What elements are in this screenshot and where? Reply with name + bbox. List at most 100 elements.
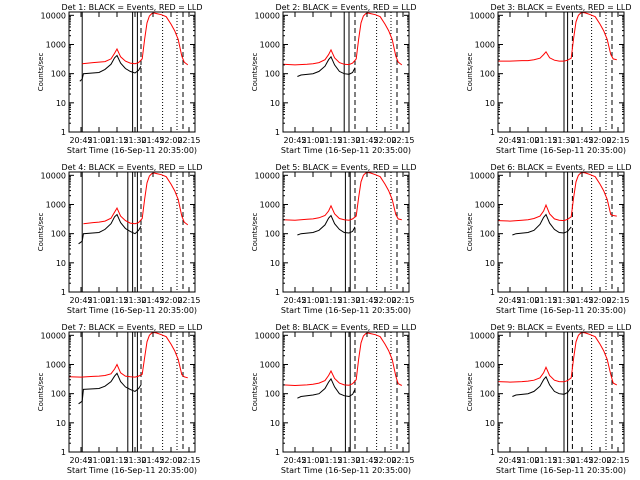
x-tick-label: 21:45 (355, 136, 378, 145)
events-series-line (297, 377, 356, 399)
y-tick-label: 100 (265, 70, 280, 79)
lld-series-line (282, 171, 402, 221)
y-tick-label: 100 (480, 390, 495, 399)
y-tick-label: 1000 (46, 40, 66, 49)
plot-frame (282, 331, 410, 453)
y-axis-label: Counts/sec (466, 53, 474, 92)
y-tick-label: 10000 (255, 171, 280, 180)
x-axis-label: Start Time (16-Sep-11 20:35:00) (496, 306, 626, 315)
y-tick-label: 100 (51, 230, 66, 239)
x-tick-label: 20:45 (69, 456, 92, 465)
panel-title: Det 7: BLACK = Events, RED = LLD (62, 323, 203, 332)
x-tick-label: 22:00 (588, 136, 611, 145)
events-series-line (297, 55, 356, 77)
y-tick-label: 10000 (470, 331, 495, 340)
lld-series-line (82, 12, 189, 66)
x-tick-label: 21:15 (105, 456, 128, 465)
x-tick-label: 21:15 (105, 136, 128, 145)
x-tick-label: 22:15 (177, 296, 200, 305)
x-tick-label: 21:30 (337, 456, 360, 465)
x-tick-label: 21:45 (355, 296, 378, 305)
x-tick-label: 20:45 (498, 296, 521, 305)
lld-series-line (282, 332, 403, 387)
x-tick-label: 20:45 (283, 136, 306, 145)
y-axis-label: Counts/sec (466, 373, 474, 412)
x-tick-label: 21:30 (337, 136, 360, 145)
panel-title: Det 6: BLACK = Events, RED = LLD (491, 163, 632, 172)
lld-series-line (68, 331, 188, 379)
y-axis-label: Counts/sec (37, 53, 45, 92)
y-tick-label: 100 (51, 70, 66, 79)
y-tick-label: 1000 (260, 360, 280, 369)
plot-frame (68, 11, 196, 133)
x-tick-label: 20:45 (498, 136, 521, 145)
y-tick-label: 1000 (475, 40, 495, 49)
x-tick-label: 21:45 (355, 456, 378, 465)
events-series-line (297, 214, 356, 236)
x-tick-label: 22:15 (606, 456, 629, 465)
y-tick-label: 10 (485, 419, 495, 428)
y-tick-label: 1000 (475, 200, 495, 209)
detector-panel-2: 1 10 100 1000 10000 20:4521:0021:1521:3021:45… (251, 3, 416, 155)
y-axis-label: Counts/sec (37, 373, 45, 412)
x-axis-label: Start Time (16-Sep-11 20:35:00) (281, 146, 411, 155)
detector-panel-1: 1 10 100 1000 10000 20:4521:0021:1521:3021:45… (37, 3, 202, 155)
y-tick-label: 10 (485, 259, 495, 268)
y-tick-label: 10000 (255, 11, 280, 20)
x-tick-label: 21:15 (319, 296, 342, 305)
y-axis-label: Counts/sec (251, 373, 259, 412)
detector-panel-4: 1 10 100 1000 10000 20:4521:0021:1521:3021:45… (37, 163, 202, 315)
y-tick-label: 1 (275, 448, 280, 457)
y-tick-label: 1 (275, 288, 280, 297)
x-tick-label: 22:00 (373, 136, 396, 145)
y-tick-label: 10000 (41, 331, 66, 340)
panel-title: Det 5: BLACK = Events, RED = LLD (276, 163, 417, 172)
events-series-line (512, 375, 572, 397)
plot-frame (497, 331, 625, 453)
x-axis-label: Start Time (16-Sep-11 20:35:00) (67, 146, 197, 155)
plot-frame (282, 11, 410, 133)
lld-series-line (498, 11, 617, 62)
panel-title: Det 9: BLACK = Events, RED = LLD (491, 323, 632, 332)
y-axis-label: Counts/sec (466, 213, 474, 252)
y-axis-label: Counts/sec (251, 53, 259, 92)
events-series-line (78, 372, 142, 405)
detector-panel-5: 1 10 100 1000 10000 20:4521:0021:1521:3021:45… (251, 163, 416, 315)
x-tick-label: 21:45 (141, 136, 164, 145)
y-axis-label: Counts/sec (37, 213, 45, 252)
panel-title: Det 1: BLACK = Events, RED = LLD (62, 3, 203, 12)
x-axis-label: Start Time (16-Sep-11 20:35:00) (67, 306, 197, 315)
y-tick-label: 100 (265, 230, 280, 239)
x-tick-label: 21:30 (552, 296, 575, 305)
y-tick-label: 1 (61, 448, 66, 457)
x-tick-label: 22:15 (391, 456, 414, 465)
x-tick-label: 21:30 (123, 136, 146, 145)
x-tick-label: 21:00 (516, 456, 539, 465)
x-axis-label: Start Time (16-Sep-11 20:35:00) (496, 146, 626, 155)
x-tick-label: 20:45 (69, 296, 92, 305)
y-tick-label: 10000 (255, 331, 280, 340)
events-series-line (79, 54, 142, 82)
y-tick-label: 100 (265, 390, 280, 399)
y-tick-label: 100 (480, 70, 495, 79)
x-tick-label: 21:45 (141, 456, 164, 465)
y-tick-label: 1000 (475, 360, 495, 369)
y-tick-label: 1000 (46, 200, 66, 209)
x-tick-label: 22:15 (177, 456, 200, 465)
x-tick-label: 21:00 (516, 136, 539, 145)
lld-series-line (497, 331, 618, 386)
y-tick-label: 10 (56, 99, 66, 108)
x-tick-label: 21:00 (301, 296, 324, 305)
x-axis-label: Start Time (16-Sep-11 20:35:00) (281, 466, 411, 475)
x-tick-label: 22:00 (588, 296, 611, 305)
events-series-line (512, 213, 572, 236)
x-tick-label: 22:00 (159, 456, 182, 465)
x-tick-label: 21:15 (534, 136, 557, 145)
x-tick-label: 20:45 (69, 136, 92, 145)
x-tick-label: 21:15 (319, 456, 342, 465)
y-tick-label: 10 (270, 99, 280, 108)
x-axis-label: Start Time (16-Sep-11 20:35:00) (67, 466, 197, 475)
panel-title: Det 4: BLACK = Events, RED = LLD (62, 163, 203, 172)
x-tick-label: 21:15 (534, 456, 557, 465)
lld-series-line (282, 12, 403, 66)
